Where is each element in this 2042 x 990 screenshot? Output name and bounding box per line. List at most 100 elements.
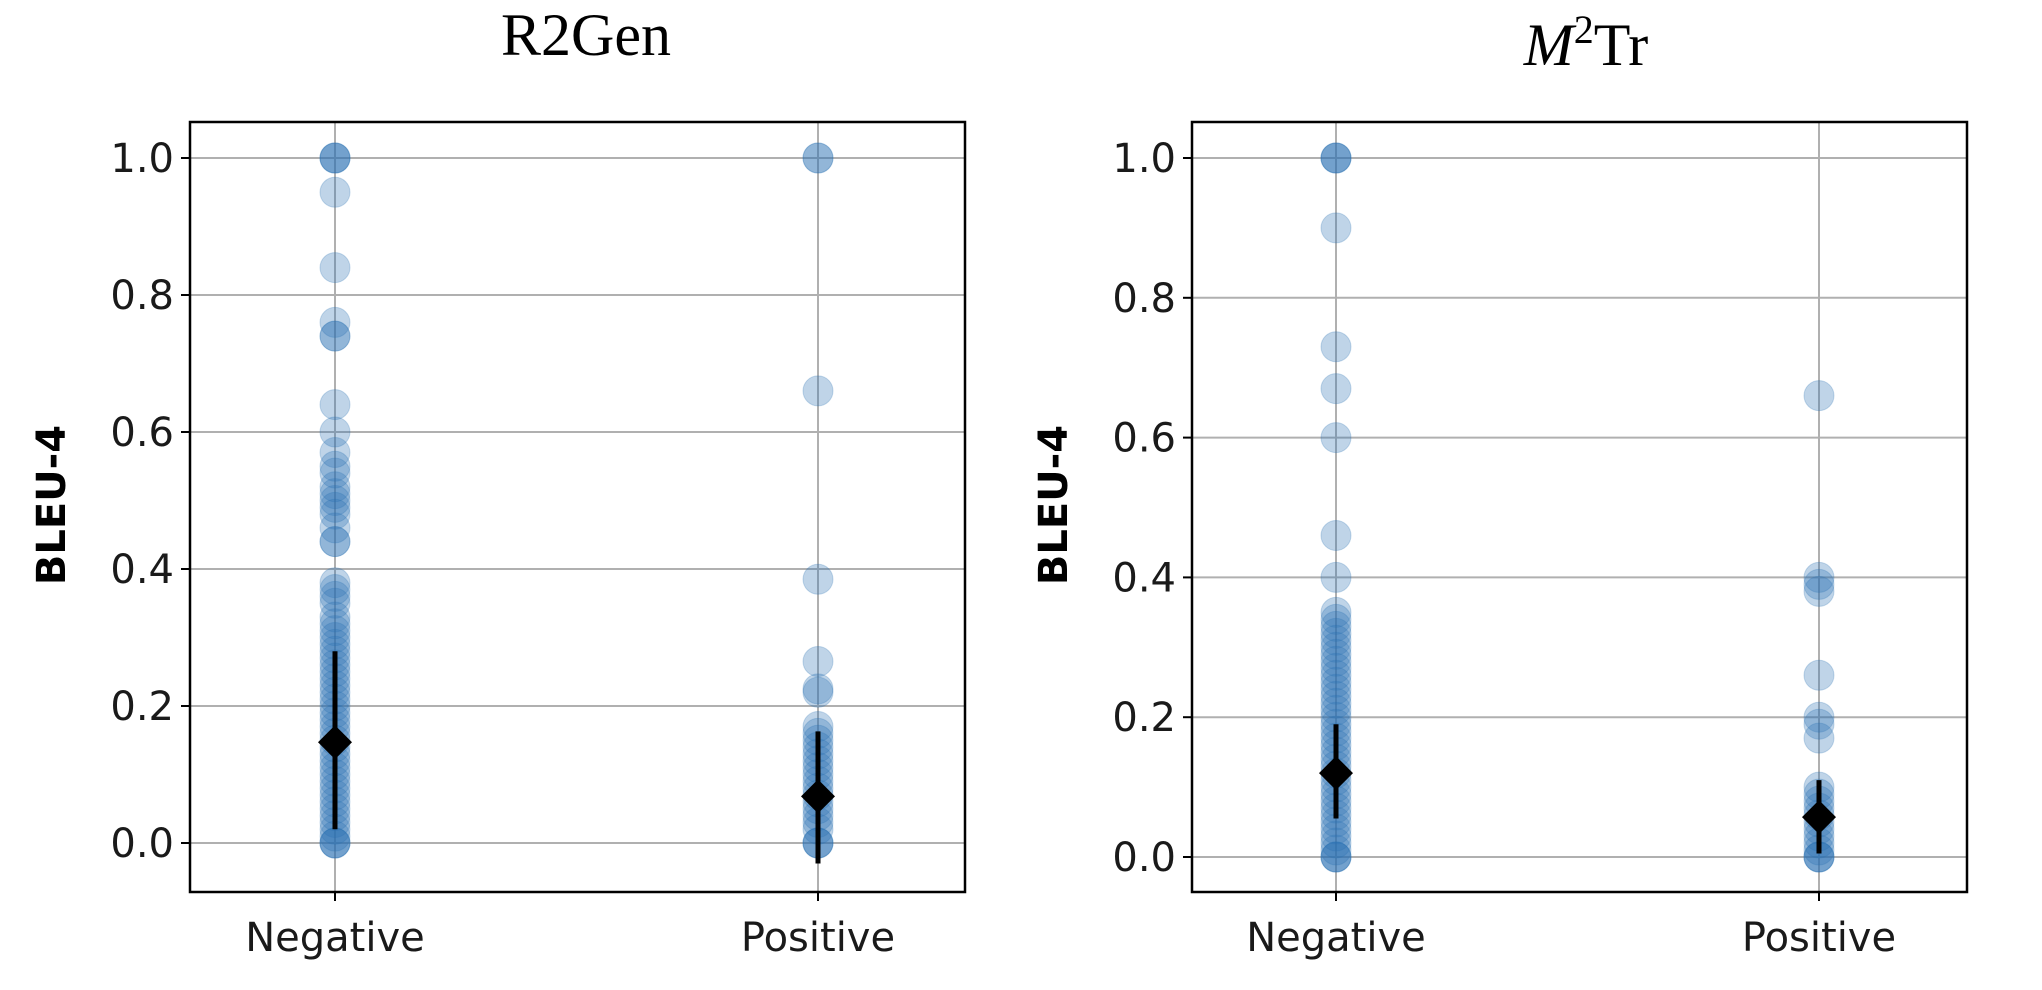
data-point [319,252,351,284]
plot-frame [188,120,967,894]
title-suffix: Tr [1594,12,1649,78]
data-point [802,676,834,708]
data-point [319,608,351,640]
data-point [319,485,351,516]
data-point [1320,422,1352,454]
data-point [319,320,351,352]
data-point [1320,603,1352,635]
x-tick-label: Positive [1742,915,1896,961]
y-tick-label: 0.8 [1112,276,1176,322]
data-point [1320,820,1352,852]
mean-marker [318,725,352,760]
data-point [1803,568,1835,600]
data-point [1320,841,1352,873]
series-negative [318,142,352,859]
title-superscript: 2 [1574,7,1594,52]
y-tick-label: 0.6 [1112,416,1176,462]
data-point [1320,610,1352,642]
data-point [1320,596,1352,628]
data-point [319,306,351,338]
data-point [1803,659,1835,691]
data-point [1320,659,1352,691]
data-point [1320,373,1352,405]
data-point [802,673,834,705]
data-point [319,526,351,558]
data-point [319,471,351,503]
y-tick-label: 0.4 [110,547,174,593]
data-point [1320,142,1352,174]
data-point [319,498,351,530]
data-point [1320,561,1352,593]
data-point [319,587,351,619]
chart-panel-2: M2Tr 0.0 0.2 0.4 0.6 0.8 1.0 Negative Positive BL… [1031,7,1969,961]
data-point [1320,652,1352,684]
x-tick-label: Positive [741,915,895,961]
data-point [319,512,351,544]
mean-marker [1802,800,1836,835]
data-point [1320,673,1352,705]
mean-marker [801,779,835,814]
data-point [319,457,351,489]
data-point [1320,331,1352,363]
y-tick-label: 0.0 [110,821,174,867]
y-tick-label: 0.0 [1112,835,1176,881]
data-point [1320,834,1352,866]
data-point [319,491,351,523]
data-point [319,615,351,647]
data-point [1320,624,1352,656]
data-point [319,176,351,208]
mean-marker [1319,756,1353,791]
series-positive [1802,380,1836,873]
data-point [1320,645,1352,677]
data-point [1320,638,1352,670]
data-point [1803,380,1835,412]
data-point [1320,631,1352,663]
series-negative [1319,142,1353,873]
chart-panel-1: R2Gen 0.0 0.2 0.4 0.6 0.8 1.0 Negative Positive B… [29,2,967,961]
data-point [319,580,351,612]
y-axis-label: BLEU-4 [29,425,75,585]
data-point [1320,212,1352,244]
data-point [319,320,351,352]
data-point [1320,841,1352,873]
data-point [319,450,351,482]
y-tick-label: 0.6 [110,410,174,456]
y-axis-label: BLEU-4 [1031,425,1077,585]
data-point [319,142,351,174]
data-point [319,416,351,448]
series-positive [801,142,835,864]
data-point [319,574,351,606]
data-point [1320,680,1352,712]
x-tick-label: Negative [245,915,425,961]
y-tick-label: 1.0 [1112,136,1176,182]
data-point [1320,841,1352,873]
data-point [319,526,351,558]
data-point [319,437,351,469]
data-point [802,563,834,595]
y-tick-label: 0.4 [1112,555,1176,601]
y-tick-label: 0.8 [110,273,174,319]
data-point [1320,142,1352,174]
title-text: M [1523,12,1577,78]
data-point [1320,617,1352,649]
data-point [319,142,351,174]
chart-title: M2Tr [1523,7,1649,78]
data-point [1803,722,1835,754]
y-tick-label: 0.2 [1112,695,1176,741]
data-point [319,567,351,599]
data-point [319,827,351,859]
data-point [1320,519,1352,551]
data-point [1803,701,1835,733]
data-point [1320,827,1352,859]
y-tick-label: 0.2 [110,684,174,730]
data-point [319,389,351,421]
data-point [802,375,834,407]
data-point [1803,575,1835,607]
data-point [319,142,351,174]
data-point [319,601,351,633]
data-point [1803,561,1835,593]
data-point [1320,666,1352,698]
data-point [319,478,351,510]
plot-frame [1190,120,1969,894]
